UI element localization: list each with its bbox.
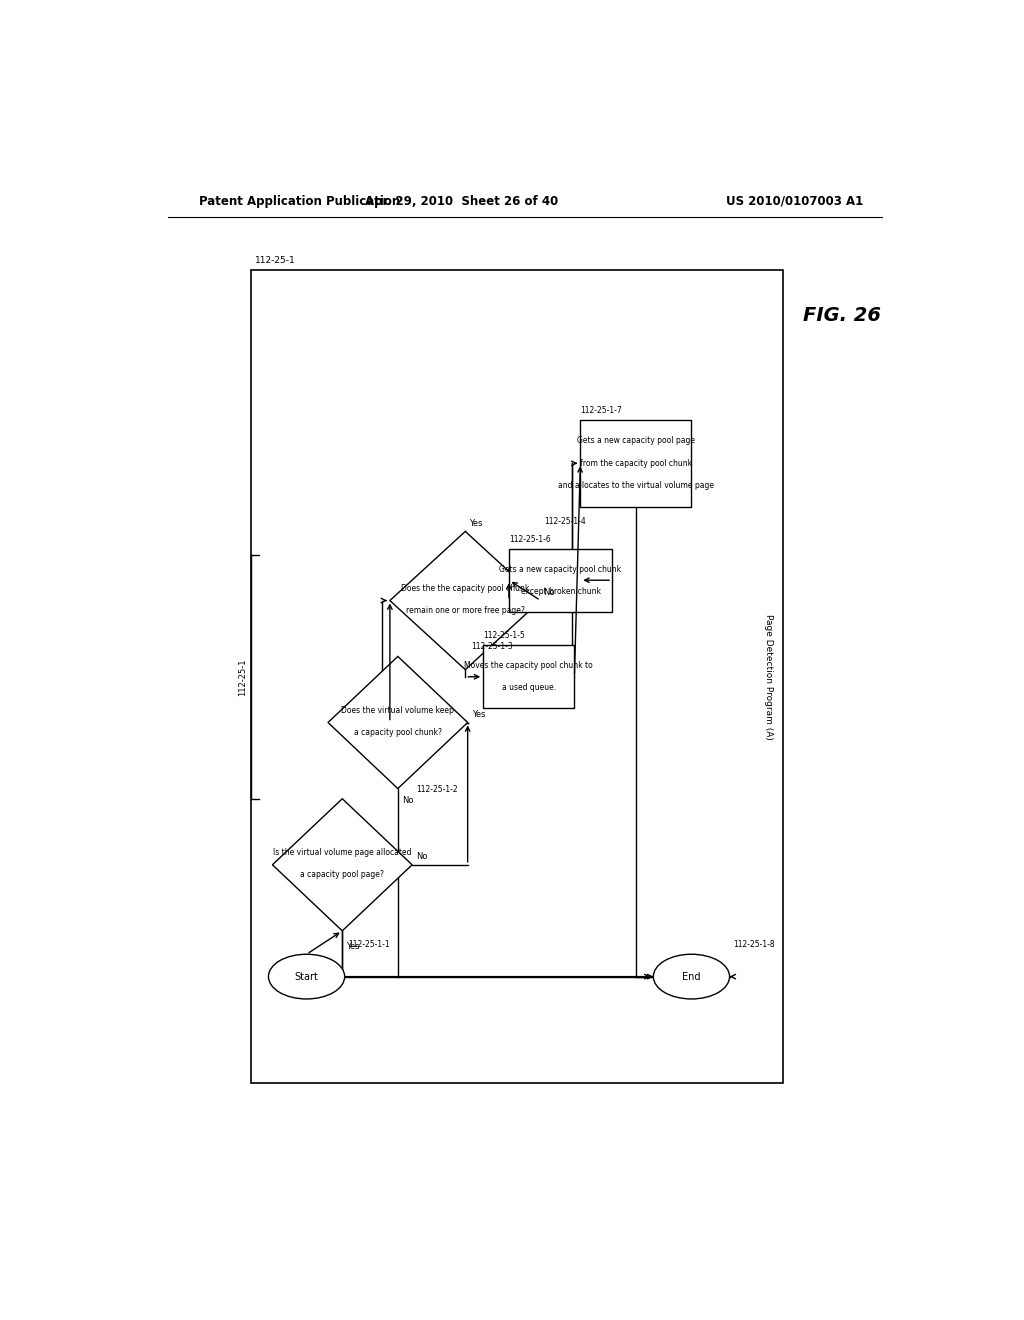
Bar: [509, 549, 612, 611]
Text: Apr. 29, 2010  Sheet 26 of 40: Apr. 29, 2010 Sheet 26 of 40: [365, 194, 558, 207]
Text: 112-25-1-2: 112-25-1-2: [416, 784, 458, 793]
Text: remain one or more free page?: remain one or more free page?: [406, 606, 524, 615]
Ellipse shape: [268, 954, 345, 999]
Text: 112-25-1-7: 112-25-1-7: [581, 407, 623, 414]
Text: Does the virtual volume keep: Does the virtual volume keep: [341, 706, 455, 715]
Text: Yes: Yes: [469, 519, 482, 528]
Text: Moves the capacity pool chunk to: Moves the capacity pool chunk to: [465, 661, 593, 671]
Text: a capacity pool chunk?: a capacity pool chunk?: [354, 729, 441, 737]
Polygon shape: [390, 532, 541, 669]
Text: 112-25-1-8: 112-25-1-8: [733, 940, 775, 949]
Text: Is the virtual volume page allocated: Is the virtual volume page allocated: [273, 849, 412, 857]
Text: Yes: Yes: [472, 710, 485, 719]
Text: 112-25-1-6: 112-25-1-6: [509, 535, 551, 544]
Text: Does the the capacity pool chunk: Does the the capacity pool chunk: [401, 583, 529, 593]
Text: No: No: [401, 796, 414, 805]
Ellipse shape: [653, 954, 729, 999]
Text: Yes: Yes: [346, 941, 359, 950]
Text: Page Detection Program (A): Page Detection Program (A): [764, 614, 773, 739]
Polygon shape: [328, 656, 468, 788]
Text: 112-25-1-1: 112-25-1-1: [348, 940, 390, 949]
Text: End: End: [682, 972, 700, 982]
Text: 112-25-1-4: 112-25-1-4: [545, 517, 587, 527]
Text: US 2010/0107003 A1: US 2010/0107003 A1: [726, 194, 863, 207]
Text: Start: Start: [295, 972, 318, 982]
Text: 112-25-1: 112-25-1: [255, 256, 296, 265]
Text: a capacity pool page?: a capacity pool page?: [300, 870, 384, 879]
Text: except broken chunk: except broken chunk: [520, 587, 600, 595]
Bar: [581, 420, 691, 507]
Text: 112-25-1-5: 112-25-1-5: [483, 631, 525, 640]
Bar: [251, 271, 782, 1084]
Text: 112-25-1-3: 112-25-1-3: [472, 643, 513, 651]
Bar: [483, 645, 574, 709]
Text: a used queue.: a used queue.: [502, 684, 556, 693]
Text: 112-25-1: 112-25-1: [239, 657, 248, 696]
Text: from the capacity pool chunk: from the capacity pool chunk: [580, 459, 692, 467]
Text: No: No: [416, 853, 428, 861]
Polygon shape: [272, 799, 412, 931]
Text: Gets a new capacity pool chunk: Gets a new capacity pool chunk: [500, 565, 622, 573]
Text: and allocates to the virtual volume page: and allocates to the virtual volume page: [558, 482, 714, 490]
Text: FIG. 26: FIG. 26: [803, 306, 882, 326]
Text: No: No: [543, 587, 555, 597]
Text: Gets a new capacity pool page: Gets a new capacity pool page: [577, 437, 695, 445]
Text: Patent Application Publication: Patent Application Publication: [200, 194, 400, 207]
